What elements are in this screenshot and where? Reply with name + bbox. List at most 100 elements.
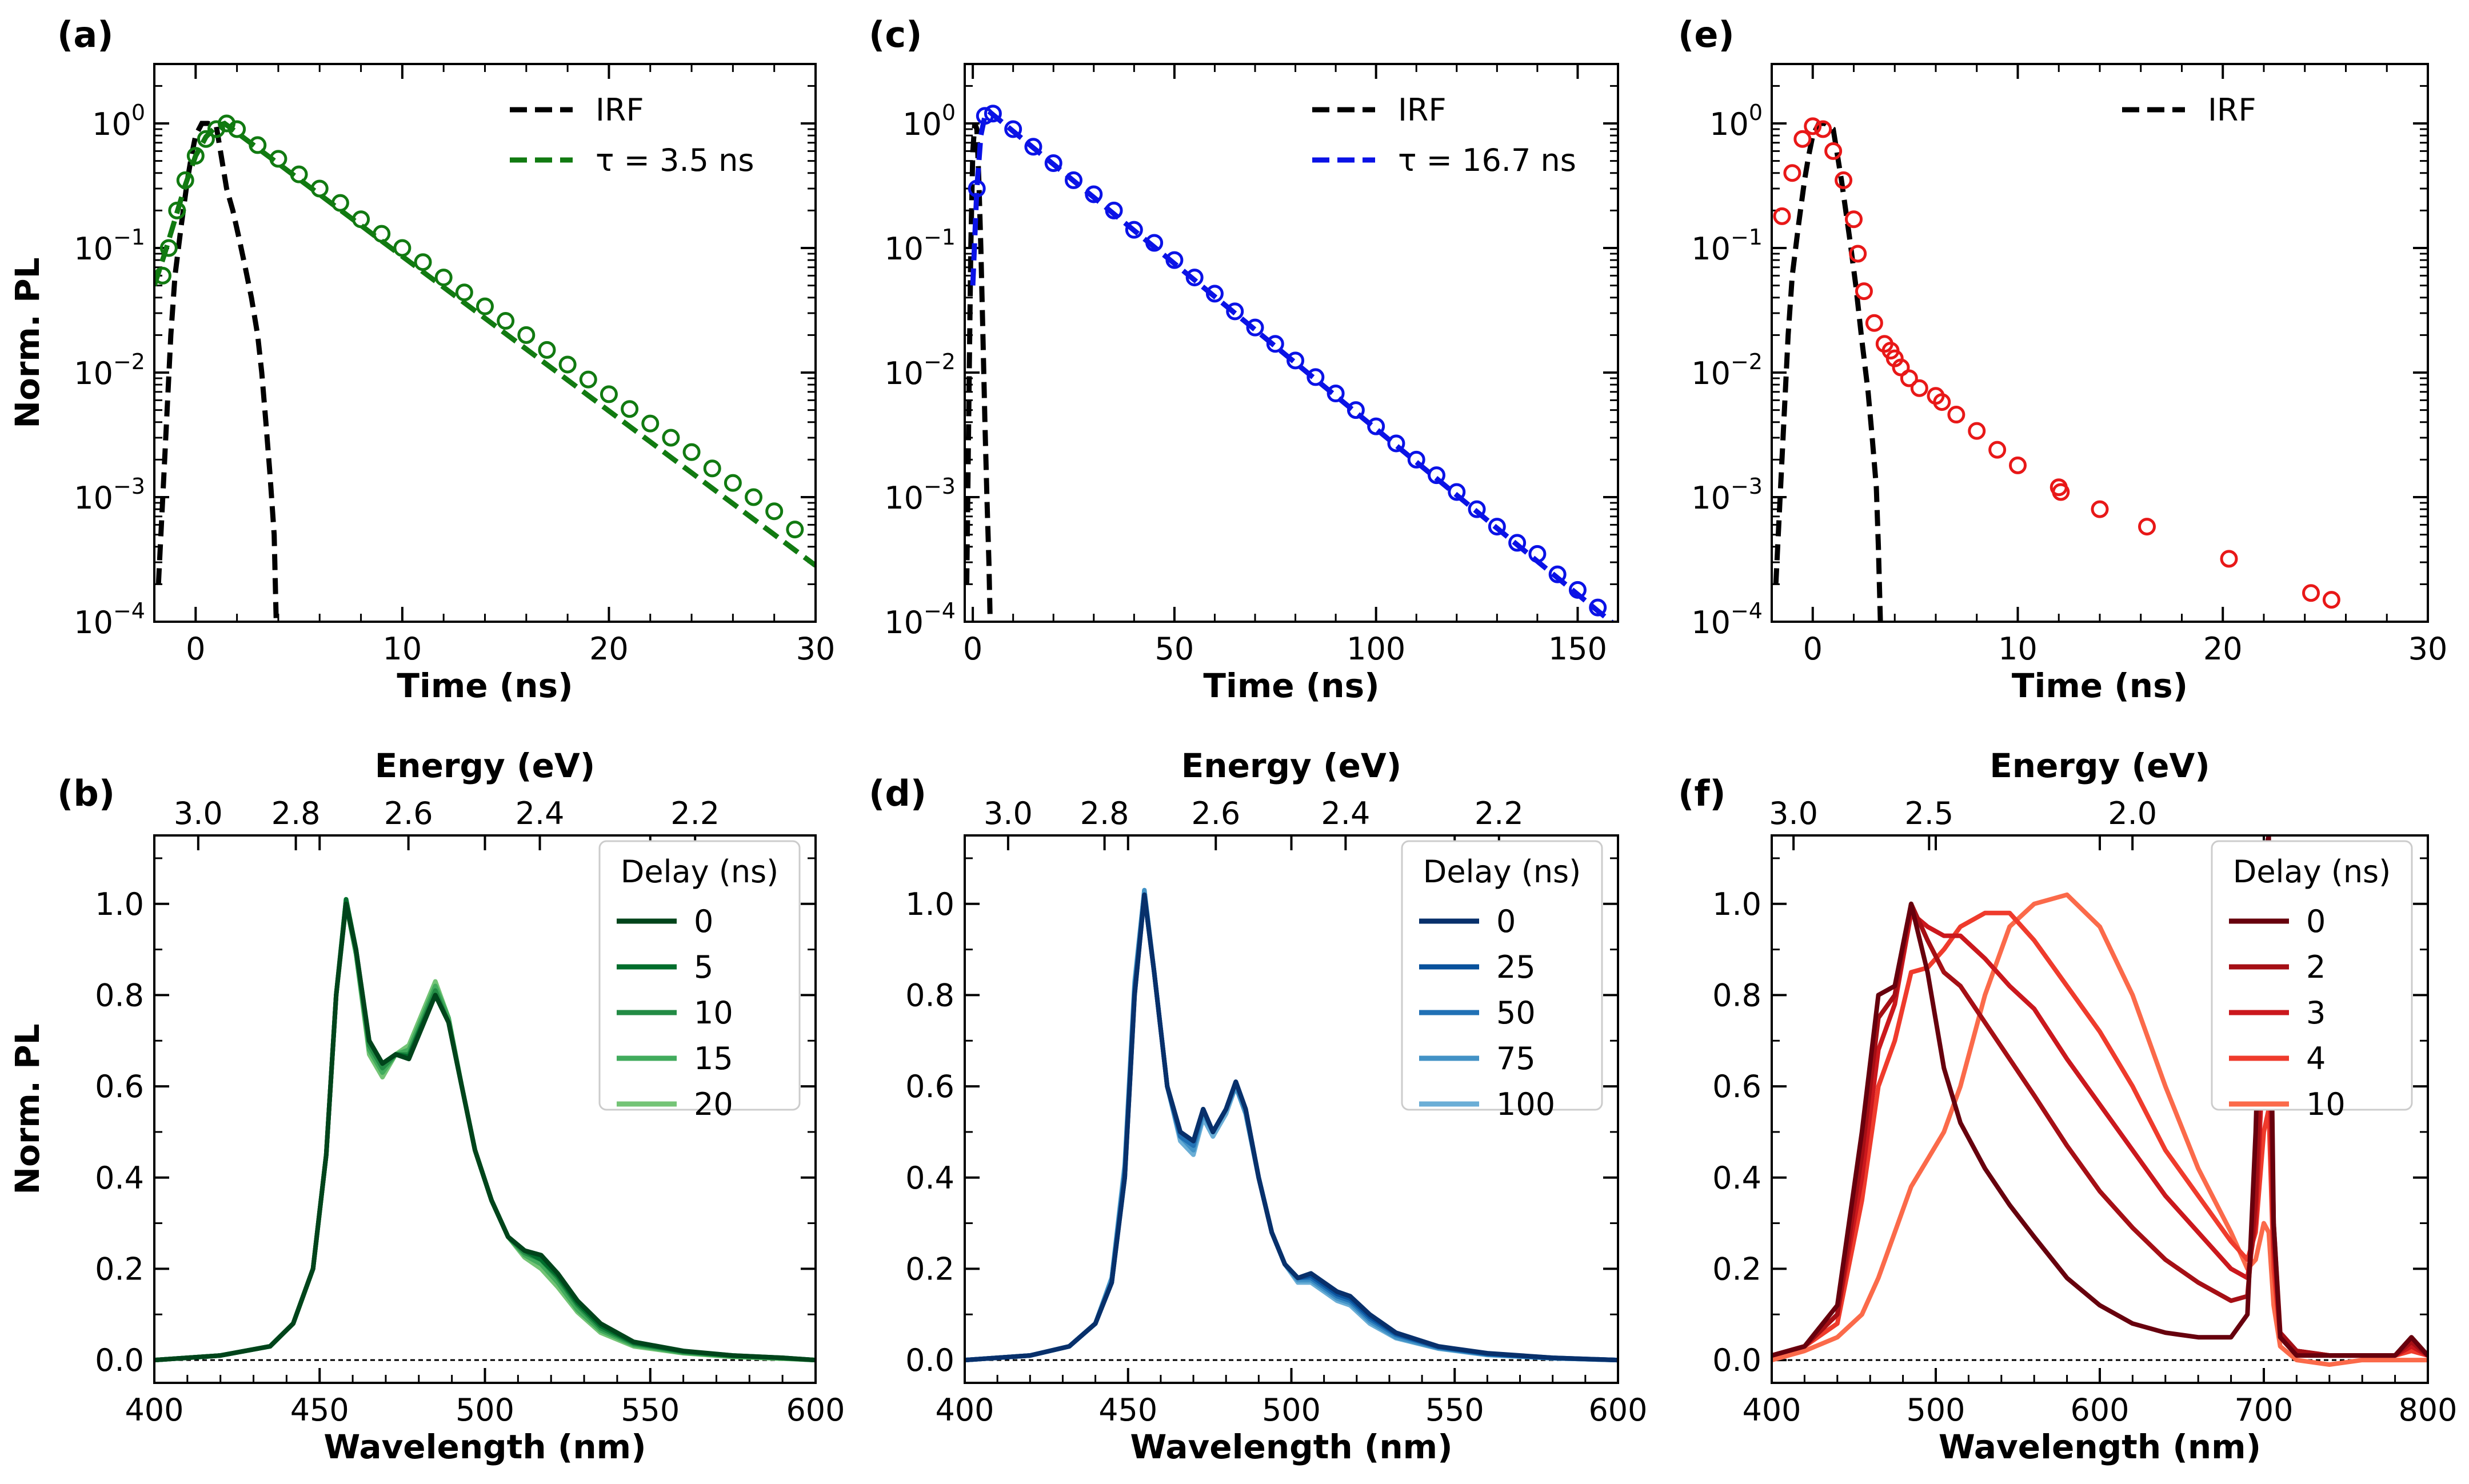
axes-frame xyxy=(153,63,817,623)
data-point xyxy=(1900,369,1918,387)
x-tick-label: 20 xyxy=(589,631,629,667)
y-tick-label: 0.4 xyxy=(905,1160,954,1196)
data-point xyxy=(745,488,763,506)
data-point xyxy=(558,355,577,374)
data-point xyxy=(1246,318,1264,337)
x-axis-label: Wavelength (nm) xyxy=(1939,1427,2261,1466)
data-point xyxy=(1568,581,1587,599)
data-point xyxy=(1933,393,1951,411)
x-tick-label: 50 xyxy=(1155,631,1194,667)
data-point xyxy=(1849,245,1867,263)
data-point xyxy=(393,239,412,257)
data-point xyxy=(1085,185,1103,203)
data-point xyxy=(159,239,178,257)
legend-entry: 0 xyxy=(2306,903,2326,939)
data-point xyxy=(976,107,994,125)
energy-tick-label: 2.6 xyxy=(1191,795,1240,831)
data-point xyxy=(168,201,186,219)
data-point xyxy=(373,225,391,243)
y-tick-label: 0.6 xyxy=(1712,1069,1761,1105)
energy-tick-label: 3.0 xyxy=(174,795,223,831)
legend-entry: 0 xyxy=(694,903,713,939)
x-tick-label: 400 xyxy=(935,1392,994,1428)
data-point xyxy=(1367,417,1385,435)
y-tick-label: 100 xyxy=(92,100,145,142)
x-tick-label: 0 xyxy=(963,631,982,667)
energy-tick-label: 3.0 xyxy=(1769,795,1818,831)
data-point xyxy=(1804,117,1822,135)
y-tick-label: 0.8 xyxy=(95,977,144,1013)
energy-tick-label: 2.5 xyxy=(1904,795,1953,831)
y-tick-label: 0.0 xyxy=(905,1342,954,1378)
x-tick-label: 100 xyxy=(1347,631,1405,667)
x-tick-label: 450 xyxy=(290,1392,349,1428)
data-point xyxy=(1814,120,1832,138)
x-tick-label: 10 xyxy=(1998,631,2037,667)
y-tick-label: 0.6 xyxy=(905,1069,954,1105)
x-tick-label: 550 xyxy=(1425,1392,1484,1428)
panel-b-letter: (b) xyxy=(57,773,115,814)
data-point xyxy=(497,312,515,330)
irf-line xyxy=(155,121,279,622)
energy-tick-label: 2.0 xyxy=(2108,795,2157,831)
legend-entry: 50 xyxy=(1496,995,1536,1031)
legend-entry: 75 xyxy=(1496,1041,1536,1077)
y-tick-label: 0.4 xyxy=(95,1160,144,1196)
data-point xyxy=(2052,483,2070,501)
x-tick-label: 500 xyxy=(456,1392,514,1428)
y-axis-label: Norm. PL xyxy=(8,1023,47,1194)
data-point xyxy=(1988,441,2007,459)
plot-area xyxy=(965,105,1615,622)
y-tick-label: 0.8 xyxy=(905,977,954,1013)
data-point xyxy=(186,147,205,165)
data-point xyxy=(1327,385,1345,403)
data-point xyxy=(455,283,473,302)
x-tick-label: 600 xyxy=(1588,1392,1647,1428)
data-point xyxy=(1892,358,1910,377)
y-tick-label: 1.0 xyxy=(905,886,954,922)
data-point xyxy=(1125,221,1143,239)
x-axis-label: Time (ns) xyxy=(1203,666,1379,705)
x-tick-label: 30 xyxy=(2408,631,2448,667)
data-point xyxy=(1855,282,1873,301)
legend-entry: 0 xyxy=(1496,903,1516,939)
data-point xyxy=(1947,406,1965,424)
data-point xyxy=(1548,565,1567,583)
data-point xyxy=(765,502,784,521)
legend-entry: τ = 16.7 ns xyxy=(1398,142,1576,178)
data-point xyxy=(621,400,639,418)
data-point xyxy=(1783,164,1801,182)
y-tick-label: 0.0 xyxy=(95,1342,144,1378)
data-point xyxy=(2302,584,2320,602)
panel-a-letter: (a) xyxy=(57,14,114,55)
plot-area xyxy=(154,114,816,622)
x-tick-label: 30 xyxy=(796,631,836,667)
panel-f: (f) 400 500 600 700 800 0.0 0.2 0.4 0.6 0.8 1.0 3.0 2… xyxy=(1678,746,2458,1466)
legend-box xyxy=(598,840,801,1111)
data-point xyxy=(2009,456,2027,474)
x-tick-label: 0 xyxy=(186,631,205,667)
data-point xyxy=(600,385,618,403)
data-point xyxy=(1165,251,1184,269)
data-point xyxy=(1488,518,1506,536)
data-point xyxy=(414,253,432,271)
data-point xyxy=(1508,534,1527,552)
x-axis-label: Wavelength (nm) xyxy=(323,1427,646,1466)
y-tick-label: 0.4 xyxy=(1712,1160,1761,1196)
panel-c-letter: (c) xyxy=(869,14,922,55)
panel-f-letter: (f) xyxy=(1678,773,1726,814)
data-point xyxy=(703,459,721,478)
data-point xyxy=(1307,368,1325,386)
legend-entry: 4 xyxy=(2306,1041,2326,1077)
data-point xyxy=(1387,434,1405,453)
x-tick-label: 700 xyxy=(2234,1392,2293,1428)
legend-title: Delay (ns) xyxy=(621,854,779,890)
data-point xyxy=(538,341,556,359)
fit-line xyxy=(970,107,1615,622)
data-point xyxy=(1004,120,1022,138)
legend-entry: 100 xyxy=(1496,1086,1555,1122)
data-point xyxy=(1065,171,1082,189)
y-tick-label: 0.2 xyxy=(95,1251,144,1287)
